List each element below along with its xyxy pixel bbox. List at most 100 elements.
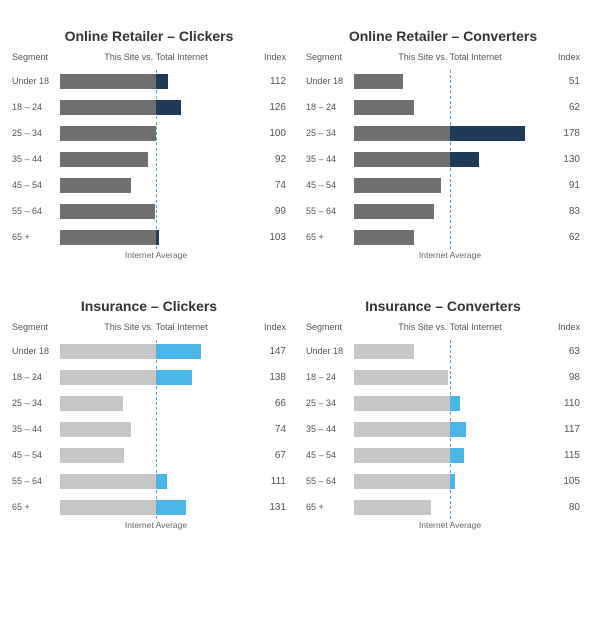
- segment-label: Under 18: [306, 346, 354, 356]
- reference-line: [450, 96, 451, 119]
- chart-row: 25 – 34110: [306, 390, 580, 416]
- index-value: 112: [252, 76, 286, 87]
- reference-line: [156, 418, 157, 441]
- reference-line: [450, 200, 451, 223]
- bar-highlight: [156, 500, 186, 515]
- index-value: 51: [546, 76, 580, 87]
- bar-base: [60, 500, 156, 515]
- chart-row: 18 – 24 62: [306, 94, 580, 120]
- index-value: 131: [252, 502, 286, 513]
- bar-base: [354, 500, 431, 515]
- index-value: 130: [546, 154, 580, 165]
- chart-row: 35 – 44 130: [306, 146, 580, 172]
- segment-label: 35 – 44: [12, 424, 60, 434]
- header-bar: This Site vs. Total Internet: [354, 52, 546, 62]
- bar-wrap: [60, 152, 252, 167]
- bar-highlight: [450, 422, 466, 437]
- bar-highlight: [156, 370, 192, 385]
- index-value: 74: [252, 424, 286, 435]
- chart-row: 55 – 64 105: [306, 468, 580, 494]
- segment-label: 55 – 64: [306, 476, 354, 486]
- chart-row: 45 – 5491: [306, 172, 580, 198]
- index-value: 105: [546, 476, 580, 487]
- chart-row: 35 – 44 117: [306, 416, 580, 442]
- bar-base: [354, 126, 450, 141]
- internet-average-label: Internet Average: [419, 250, 481, 260]
- segment-label: 45 – 54: [306, 450, 354, 460]
- chart-row: 55 – 6483: [306, 198, 580, 224]
- column-headers: SegmentThis Site vs. Total InternetIndex: [306, 322, 580, 332]
- chart-row: Under 18 63: [306, 338, 580, 364]
- reference-line: [156, 392, 157, 415]
- segment-label: 18 – 24: [12, 372, 60, 382]
- segment-label: 35 – 44: [306, 424, 354, 434]
- chart-row: 35 – 44 74: [12, 416, 286, 442]
- segment-label: 25 – 34: [306, 398, 354, 408]
- avg-row: Internet Average: [12, 250, 286, 262]
- chart-row: 65 +103: [12, 224, 286, 250]
- chart-row: 45 – 54115: [306, 442, 580, 468]
- segment-label: 25 – 34: [306, 128, 354, 138]
- panel-or_clickers: Online Retailer – ClickersSegmentThis Si…: [12, 28, 286, 262]
- index-value: 92: [252, 154, 286, 165]
- index-value: 62: [546, 102, 580, 113]
- index-value: 63: [546, 346, 580, 357]
- segment-label: Under 18: [12, 76, 60, 86]
- chart-grid: Online Retailer – ClickersSegmentThis Si…: [12, 28, 580, 532]
- reference-line: [156, 148, 157, 171]
- bar-base: [354, 230, 414, 245]
- header-segment: Segment: [12, 322, 60, 332]
- index-value: 147: [252, 346, 286, 357]
- index-value: 178: [546, 128, 580, 139]
- column-headers: SegmentThis Site vs. Total InternetIndex: [12, 322, 286, 332]
- index-value: 117: [546, 424, 580, 435]
- index-value: 111: [252, 476, 286, 487]
- bar-base: [60, 474, 156, 489]
- segment-label: 65 +: [12, 502, 60, 512]
- header-index: Index: [546, 322, 580, 332]
- bar-wrap: [60, 422, 252, 437]
- segment-label: 65 +: [306, 502, 354, 512]
- segment-label: 55 – 64: [12, 476, 60, 486]
- index-value: 103: [252, 232, 286, 243]
- chart-row: 18 – 24126: [12, 94, 286, 120]
- bar-base: [354, 152, 450, 167]
- internet-average-label: Internet Average: [419, 520, 481, 530]
- header-bar: This Site vs. Total Internet: [60, 52, 252, 62]
- chart-row: 65 +80: [306, 494, 580, 520]
- segment-label: 55 – 64: [12, 206, 60, 216]
- bar-wrap: [60, 126, 252, 141]
- index-value: 98: [546, 372, 580, 383]
- reference-line: [450, 496, 451, 519]
- bar-wrap: [354, 178, 546, 193]
- avg-row: Internet Average: [12, 520, 286, 532]
- segment-label: 18 – 24: [306, 102, 354, 112]
- bar-highlight: [156, 474, 167, 489]
- chart-row: 45 – 5467: [12, 442, 286, 468]
- segment-label: 35 – 44: [306, 154, 354, 164]
- bar-wrap: [354, 500, 546, 515]
- segment-label: 25 – 34: [12, 398, 60, 408]
- index-value: 74: [252, 180, 286, 191]
- index-value: 62: [546, 232, 580, 243]
- bar-base: [354, 74, 403, 89]
- reference-line: [156, 444, 157, 467]
- bar-wrap: [60, 396, 252, 411]
- chart-row: Under 18 112: [12, 68, 286, 94]
- segment-label: 55 – 64: [306, 206, 354, 216]
- bar-wrap: [60, 178, 252, 193]
- bar-base: [354, 422, 450, 437]
- bar-base: [60, 344, 156, 359]
- bar-base: [354, 100, 414, 115]
- chart-row: 25 – 34 178: [306, 120, 580, 146]
- panel-title: Online Retailer – Converters: [306, 28, 580, 44]
- chart-row: 35 – 4492: [12, 146, 286, 172]
- bar-highlight: [450, 396, 460, 411]
- reference-line: [450, 70, 451, 93]
- chart-row: 65 +62: [306, 224, 580, 250]
- bar-base: [354, 344, 414, 359]
- index-value: 67: [252, 450, 286, 461]
- segment-label: 45 – 54: [306, 180, 354, 190]
- header-bar: This Site vs. Total Internet: [354, 322, 546, 332]
- chart-row: 65 + 131: [12, 494, 286, 520]
